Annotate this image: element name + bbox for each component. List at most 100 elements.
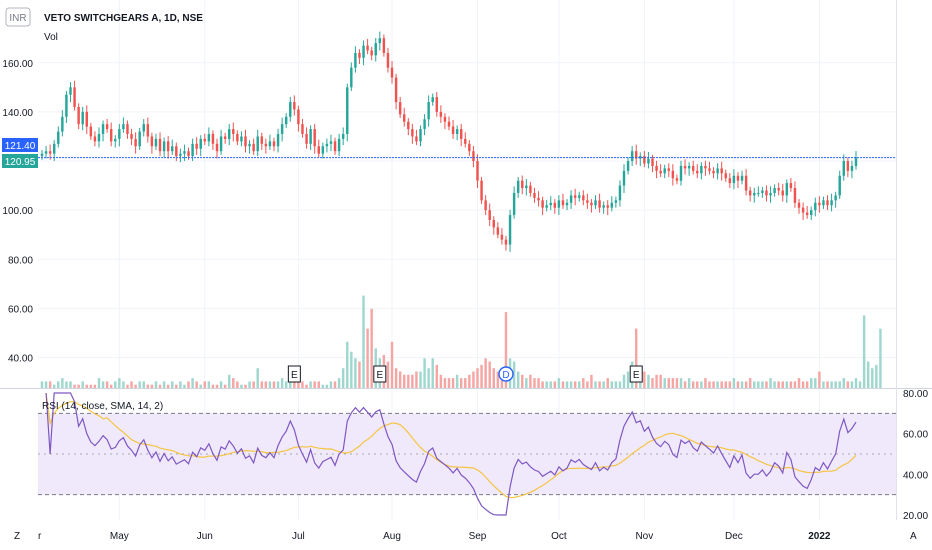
candle	[171, 146, 174, 152]
candle	[557, 200, 561, 208]
candle	[398, 102, 402, 115]
volume-bar	[166, 384, 170, 388]
candle	[337, 138, 341, 152]
x-tick-label: Sep	[469, 531, 487, 542]
volume-bar	[179, 381, 182, 388]
earnings-marker[interactable]	[629, 365, 643, 383]
volume-bar	[77, 384, 80, 388]
candle	[427, 102, 430, 120]
time-axis[interactable]: May Jun Jul Aug Sep Oct Nov Dec 2022	[110, 531, 831, 542]
candle	[415, 136, 418, 142]
volume-bar	[431, 358, 434, 388]
volume-bar	[411, 374, 414, 388]
volume-bar	[195, 381, 198, 388]
candle	[195, 143, 198, 149]
volume-bar	[504, 312, 508, 388]
volume-bar	[533, 378, 536, 388]
prev-price-text: 120.95	[5, 157, 36, 168]
volume-bar	[394, 368, 398, 388]
y-tick-label: 60.00	[8, 304, 33, 315]
volume-bar	[81, 381, 84, 388]
volume-bar	[565, 381, 569, 388]
volume-bar	[525, 378, 528, 388]
candle	[248, 143, 251, 147]
candle	[687, 165, 691, 169]
volume-bar	[696, 381, 699, 388]
candle	[663, 168, 666, 174]
candle	[211, 134, 215, 144]
volume-bar	[150, 384, 154, 388]
volume-bar	[834, 381, 837, 388]
candle	[244, 136, 247, 147]
earnings-marker[interactable]	[373, 365, 387, 383]
volume-bar	[337, 378, 341, 388]
volume-bar	[858, 381, 862, 388]
volume-bar	[866, 361, 870, 388]
volume-bar	[691, 381, 695, 388]
event-markers[interactable]: E E ED	[287, 365, 643, 383]
volume-bar	[814, 378, 817, 388]
candle	[671, 170, 675, 179]
candle	[533, 192, 536, 198]
volume-bars	[40, 295, 882, 388]
volume-bar	[341, 368, 345, 388]
volume-bar	[89, 384, 93, 388]
candle	[529, 185, 532, 193]
volume-bar	[419, 371, 422, 388]
volume-bar	[797, 378, 801, 388]
volume-bar	[272, 381, 276, 388]
candle	[329, 141, 333, 144]
earnings-marker[interactable]	[287, 365, 301, 383]
candle	[594, 200, 597, 206]
candle	[728, 178, 732, 184]
volume-bar	[109, 384, 113, 388]
candle	[325, 143, 329, 147]
candle	[476, 161, 479, 181]
currency-badge[interactable]	[5, 7, 31, 27]
bottom-right-icon[interactable]: A	[910, 531, 917, 542]
candle	[744, 175, 748, 191]
volume-bar	[154, 381, 158, 388]
volume-bar	[403, 374, 406, 388]
volume-bar	[114, 381, 117, 388]
volume-bar	[659, 374, 662, 388]
candle	[850, 165, 854, 171]
candle	[610, 202, 614, 208]
volume-bar	[268, 381, 272, 388]
dividend-marker[interactable]	[498, 366, 514, 382]
candle	[435, 97, 439, 112]
candle	[333, 141, 337, 152]
volume-bar	[606, 378, 609, 388]
candle	[85, 111, 88, 127]
volume-bar	[757, 381, 760, 388]
volume-bar	[244, 384, 247, 388]
candle	[81, 111, 84, 125]
volume-bar	[651, 378, 654, 388]
candle	[814, 202, 817, 211]
volume-bar	[732, 378, 736, 388]
candle	[765, 190, 768, 196]
volume-bar	[586, 381, 589, 388]
candle	[142, 124, 145, 132]
rsi-axis[interactable]: 80.00 60.00 40.00 20.00	[903, 389, 928, 522]
candle	[484, 200, 487, 211]
volume-bar	[138, 381, 141, 388]
candle	[166, 141, 170, 152]
candle	[651, 158, 654, 166]
candle	[109, 129, 113, 142]
x-tick-label: Jul	[292, 531, 305, 542]
candle	[354, 52, 357, 68]
volume-bar	[171, 381, 174, 388]
last-price-text: 121.40	[5, 141, 36, 152]
rsi-line	[45, 392, 857, 516]
volume-bar	[704, 378, 707, 388]
volume-bar	[838, 381, 841, 388]
volume-bar	[480, 364, 483, 388]
volume-bar	[582, 378, 585, 388]
candle	[362, 45, 365, 58]
volume-bar	[753, 381, 756, 388]
candle	[118, 129, 121, 139]
bottom-left-icon[interactable]: Z	[14, 531, 20, 542]
